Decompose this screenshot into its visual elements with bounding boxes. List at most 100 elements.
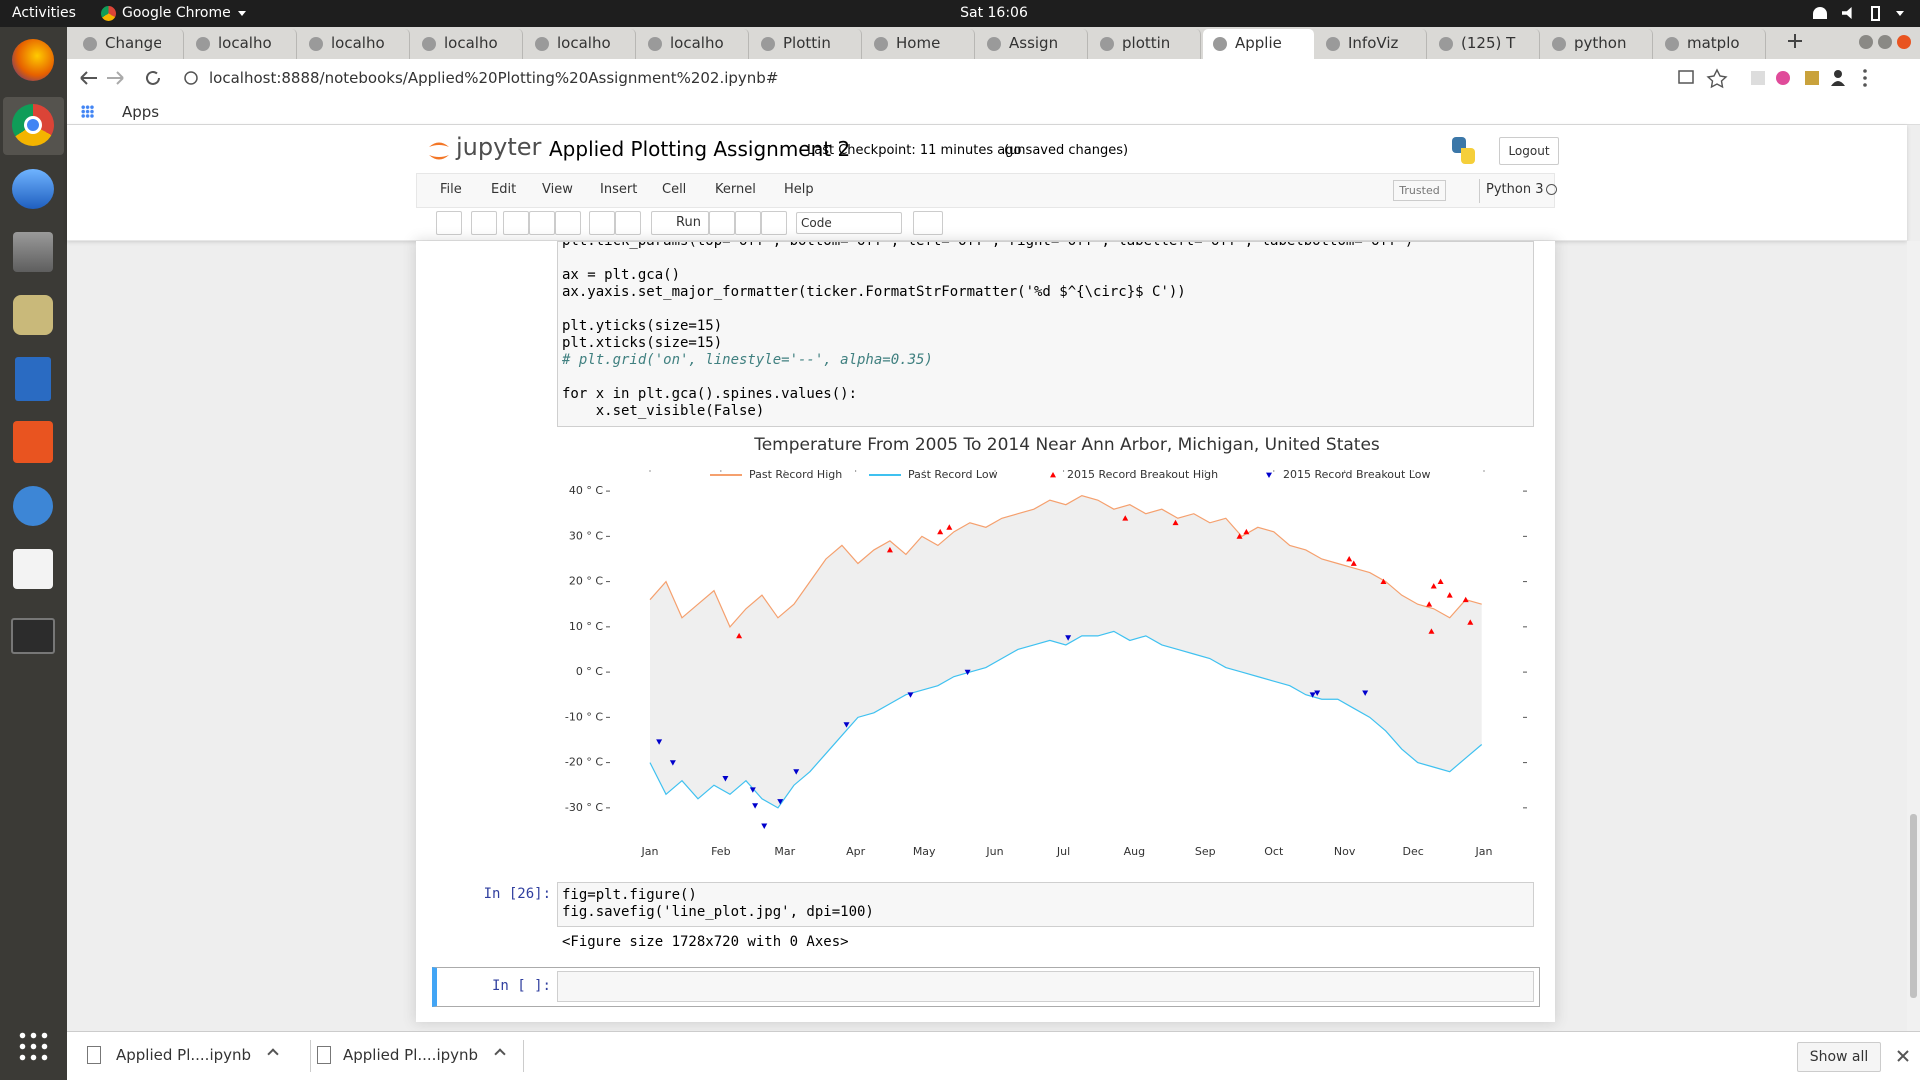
forward-button[interactable]	[107, 71, 124, 85]
paste-button[interactable]	[555, 211, 581, 235]
tab[interactable]: (125) T	[1429, 29, 1540, 59]
menu-item[interactable]: Kernel	[715, 182, 756, 197]
tab[interactable]: localho	[412, 29, 523, 59]
tab[interactable]: Assign	[977, 29, 1088, 59]
system-menu[interactable]	[1896, 11, 1904, 16]
code-input[interactable]	[557, 971, 1534, 1002]
amazon-icon[interactable]	[13, 549, 53, 589]
save-button[interactable]	[436, 211, 462, 235]
insert-cell-button[interactable]	[471, 211, 497, 235]
tab[interactable]: Change	[73, 29, 184, 59]
menu-item[interactable]: View	[542, 182, 573, 197]
python-logo	[1461, 148, 1475, 164]
menu-item[interactable]: File	[440, 182, 462, 197]
app-menu[interactable]: Google Chrome	[122, 5, 231, 21]
scrollbar-thumb[interactable]	[1910, 814, 1917, 998]
tab[interactable]: Home	[864, 29, 975, 59]
download-item[interactable]: Applied Pl....ipynb	[343, 1046, 479, 1064]
extension-icon[interactable]	[1776, 71, 1790, 85]
back-button[interactable]	[80, 71, 97, 85]
run-button[interactable]: Run	[651, 211, 709, 235]
extension-icon[interactable]	[1805, 71, 1819, 85]
menu-item[interactable]: Help	[784, 182, 814, 197]
menu-button[interactable]	[1863, 69, 1867, 73]
interrupt-button[interactable]	[709, 211, 735, 235]
download-menu[interactable]	[494, 1048, 506, 1060]
tab[interactable]: python	[1542, 29, 1653, 59]
tab[interactable]: InfoViz	[1316, 29, 1427, 59]
files-icon[interactable]	[13, 232, 53, 272]
minimize-button[interactable]	[1859, 35, 1873, 49]
show-apps[interactable]	[17, 1030, 49, 1062]
kernel-name: Python 3	[1486, 182, 1544, 197]
clock[interactable]: Sat 16:06	[960, 5, 1028, 21]
scrollbar[interactable]	[1907, 241, 1920, 1031]
favicon	[874, 37, 888, 51]
firefox-icon[interactable]	[12, 39, 54, 81]
copy-button[interactable]	[529, 211, 555, 235]
download-item[interactable]: Applied Pl....ipynb	[116, 1046, 252, 1064]
tab[interactable]: plottin	[1090, 29, 1201, 59]
dock	[0, 27, 67, 1080]
tab[interactable]: Applie	[1203, 29, 1314, 59]
tab[interactable]: localho	[299, 29, 410, 59]
menu-item[interactable]: Edit	[491, 182, 517, 197]
tab[interactable]: localho	[186, 29, 297, 59]
cast-icon[interactable]	[1678, 70, 1694, 84]
file-icon	[87, 1046, 101, 1064]
close-shelf[interactable]	[1896, 1049, 1910, 1063]
restart-button[interactable]	[735, 211, 761, 235]
reload-button[interactable]	[146, 70, 160, 85]
info-icon[interactable]	[184, 71, 198, 85]
writer-icon[interactable]	[15, 357, 51, 401]
trusted-indicator[interactable]: Trusted	[1393, 180, 1446, 201]
tab[interactable]: localho	[525, 29, 636, 59]
rhythmbox-icon[interactable]	[13, 295, 53, 335]
keyboard-button[interactable]	[913, 211, 943, 235]
maximize-button[interactable]	[1878, 35, 1892, 49]
activities[interactable]: Activities	[12, 5, 76, 21]
menu-item[interactable]: Insert	[600, 182, 638, 197]
code-cell[interactable]: fig=plt.figure() fig.savefig('line_plot.j…	[557, 882, 1534, 927]
favicon	[83, 37, 97, 51]
software-icon[interactable]	[13, 421, 53, 463]
selected-cell[interactable]	[432, 967, 1540, 1007]
thunderbird-icon[interactable]	[12, 169, 54, 209]
cut-button[interactable]	[503, 211, 529, 235]
notebook-title[interactable]: Applied Plotting Assignment 2	[549, 137, 851, 161]
move-up-button[interactable]	[589, 211, 615, 235]
run-all-button[interactable]	[761, 211, 787, 235]
battery-icon[interactable]	[1871, 6, 1880, 21]
input-prompt: In [ ]:	[491, 978, 551, 994]
favicon	[535, 37, 549, 51]
download-menu[interactable]	[267, 1048, 279, 1060]
bookmark-star[interactable]	[1706, 68, 1728, 89]
code-line: # plt.grid('on', linestyle='--', alpha=0…	[562, 352, 933, 368]
menu-item[interactable]: Cell	[662, 182, 687, 197]
tab[interactable]: matplo	[1655, 29, 1766, 59]
tab-title: python	[1574, 34, 1627, 52]
tab[interactable]: Plottin	[751, 29, 862, 59]
bookmark[interactable]: Apps	[122, 103, 160, 121]
omnibox[interactable]: localhost:8888/notebooks/Applied%20Plott…	[171, 63, 1665, 94]
code-cell[interactable]: plt.tick_params(top='off', bottom='off',…	[557, 241, 1534, 427]
logout-button[interactable]: Logout	[1499, 137, 1559, 165]
terminal-icon[interactable]	[11, 618, 55, 654]
wifi-icon[interactable]	[1813, 7, 1827, 19]
cell-type-select[interactable]: Code	[796, 212, 902, 234]
new-tab-button[interactable]	[1787, 33, 1803, 49]
profile-icon[interactable]	[1834, 70, 1842, 78]
url[interactable]: localhost:8888/notebooks/Applied%20Plott…	[209, 69, 779, 87]
extension-icon[interactable]	[1751, 71, 1765, 85]
show-all-button[interactable]: Show all	[1797, 1042, 1881, 1072]
tab[interactable]: localho	[638, 29, 749, 59]
move-down-button[interactable]	[615, 211, 641, 235]
volume-icon[interactable]	[1842, 7, 1852, 19]
jupyter-logo-mark	[429, 142, 449, 160]
jupyter-logo[interactable]: jupyter	[456, 133, 542, 161]
help-icon[interactable]	[13, 486, 53, 526]
tab-title: Change	[105, 34, 161, 52]
code-line: plt.xticks(size=15)	[562, 335, 723, 351]
chrome-icon[interactable]	[12, 104, 54, 146]
close-button[interactable]	[1897, 35, 1911, 49]
